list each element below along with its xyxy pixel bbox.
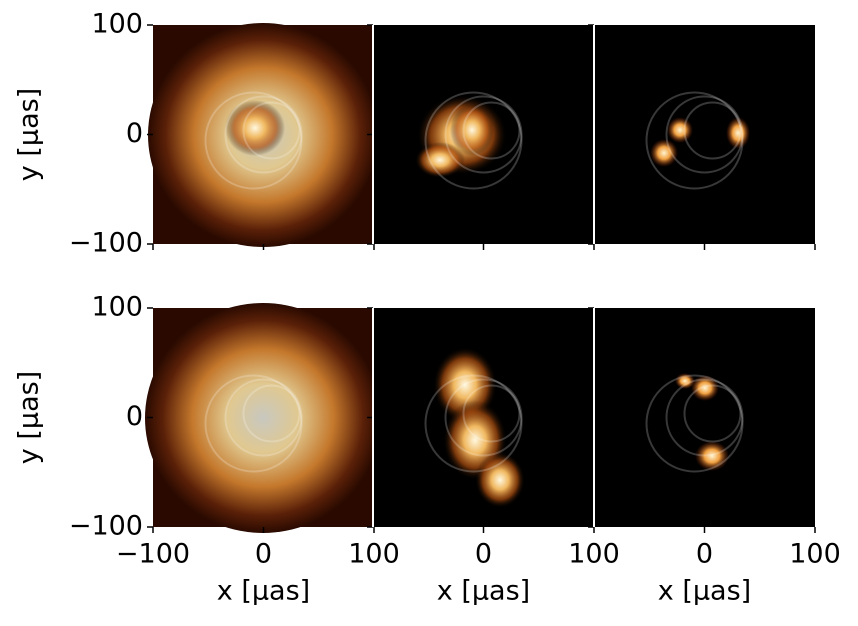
y-tick-label: −100 (69, 228, 143, 259)
image-blob (225, 100, 285, 156)
photon-ring (683, 101, 742, 160)
y-axis-label: y [μas] (14, 88, 45, 181)
image-blob (450, 104, 494, 156)
image-blob (667, 117, 693, 143)
panel (594, 25, 815, 244)
image-blob (145, 303, 381, 533)
image-blob (415, 142, 465, 178)
y-tick-label: 0 (126, 118, 143, 149)
panel (373, 308, 594, 527)
photon-ring (204, 374, 303, 473)
photon-ring (683, 384, 742, 443)
x-tick-label: 100 (348, 539, 400, 570)
photon-ring (645, 91, 744, 190)
panel (148, 23, 378, 247)
image-blob (650, 139, 678, 167)
x-tick-label: 0 (475, 539, 492, 570)
panel (145, 303, 381, 533)
y-tick-label: 100 (91, 9, 143, 40)
x-axis-label: x [μas] (437, 576, 530, 607)
photon-ring (462, 384, 521, 443)
photon-ring (424, 91, 523, 190)
x-tick-label: 0 (696, 539, 713, 570)
image-background (594, 25, 815, 244)
image-background (594, 308, 815, 527)
photon-ring (424, 374, 523, 473)
photon-ring (224, 378, 303, 457)
panel (594, 308, 815, 527)
image-blob (726, 117, 750, 149)
image-blob (691, 375, 719, 401)
x-axis-label: x [μas] (658, 576, 751, 607)
photon-ring (665, 95, 744, 174)
y-axis-label: y [μas] (14, 371, 45, 464)
photon-ring (204, 91, 303, 190)
y-tick-label: −100 (69, 511, 143, 542)
photon-ring (224, 95, 303, 174)
x-tick-label: 100 (568, 539, 620, 570)
image-blob (475, 452, 525, 508)
photon-ring (242, 384, 301, 443)
image-blob (695, 441, 729, 471)
panel (373, 25, 594, 244)
x-tick-label: 0 (255, 539, 272, 570)
x-tick-label: 100 (789, 539, 841, 570)
photon-ring (444, 378, 523, 457)
photon-ring (462, 101, 521, 160)
x-axis-label: x [μas] (217, 576, 310, 607)
photon-ring (242, 101, 301, 160)
x-tick-label: −100 (116, 539, 190, 570)
image-blob (675, 373, 695, 389)
photon-ring (645, 374, 744, 473)
y-tick-label: 0 (126, 401, 143, 432)
photon-ring (665, 378, 744, 457)
y-tick-label: 100 (91, 292, 143, 323)
photon-ring (444, 95, 523, 174)
